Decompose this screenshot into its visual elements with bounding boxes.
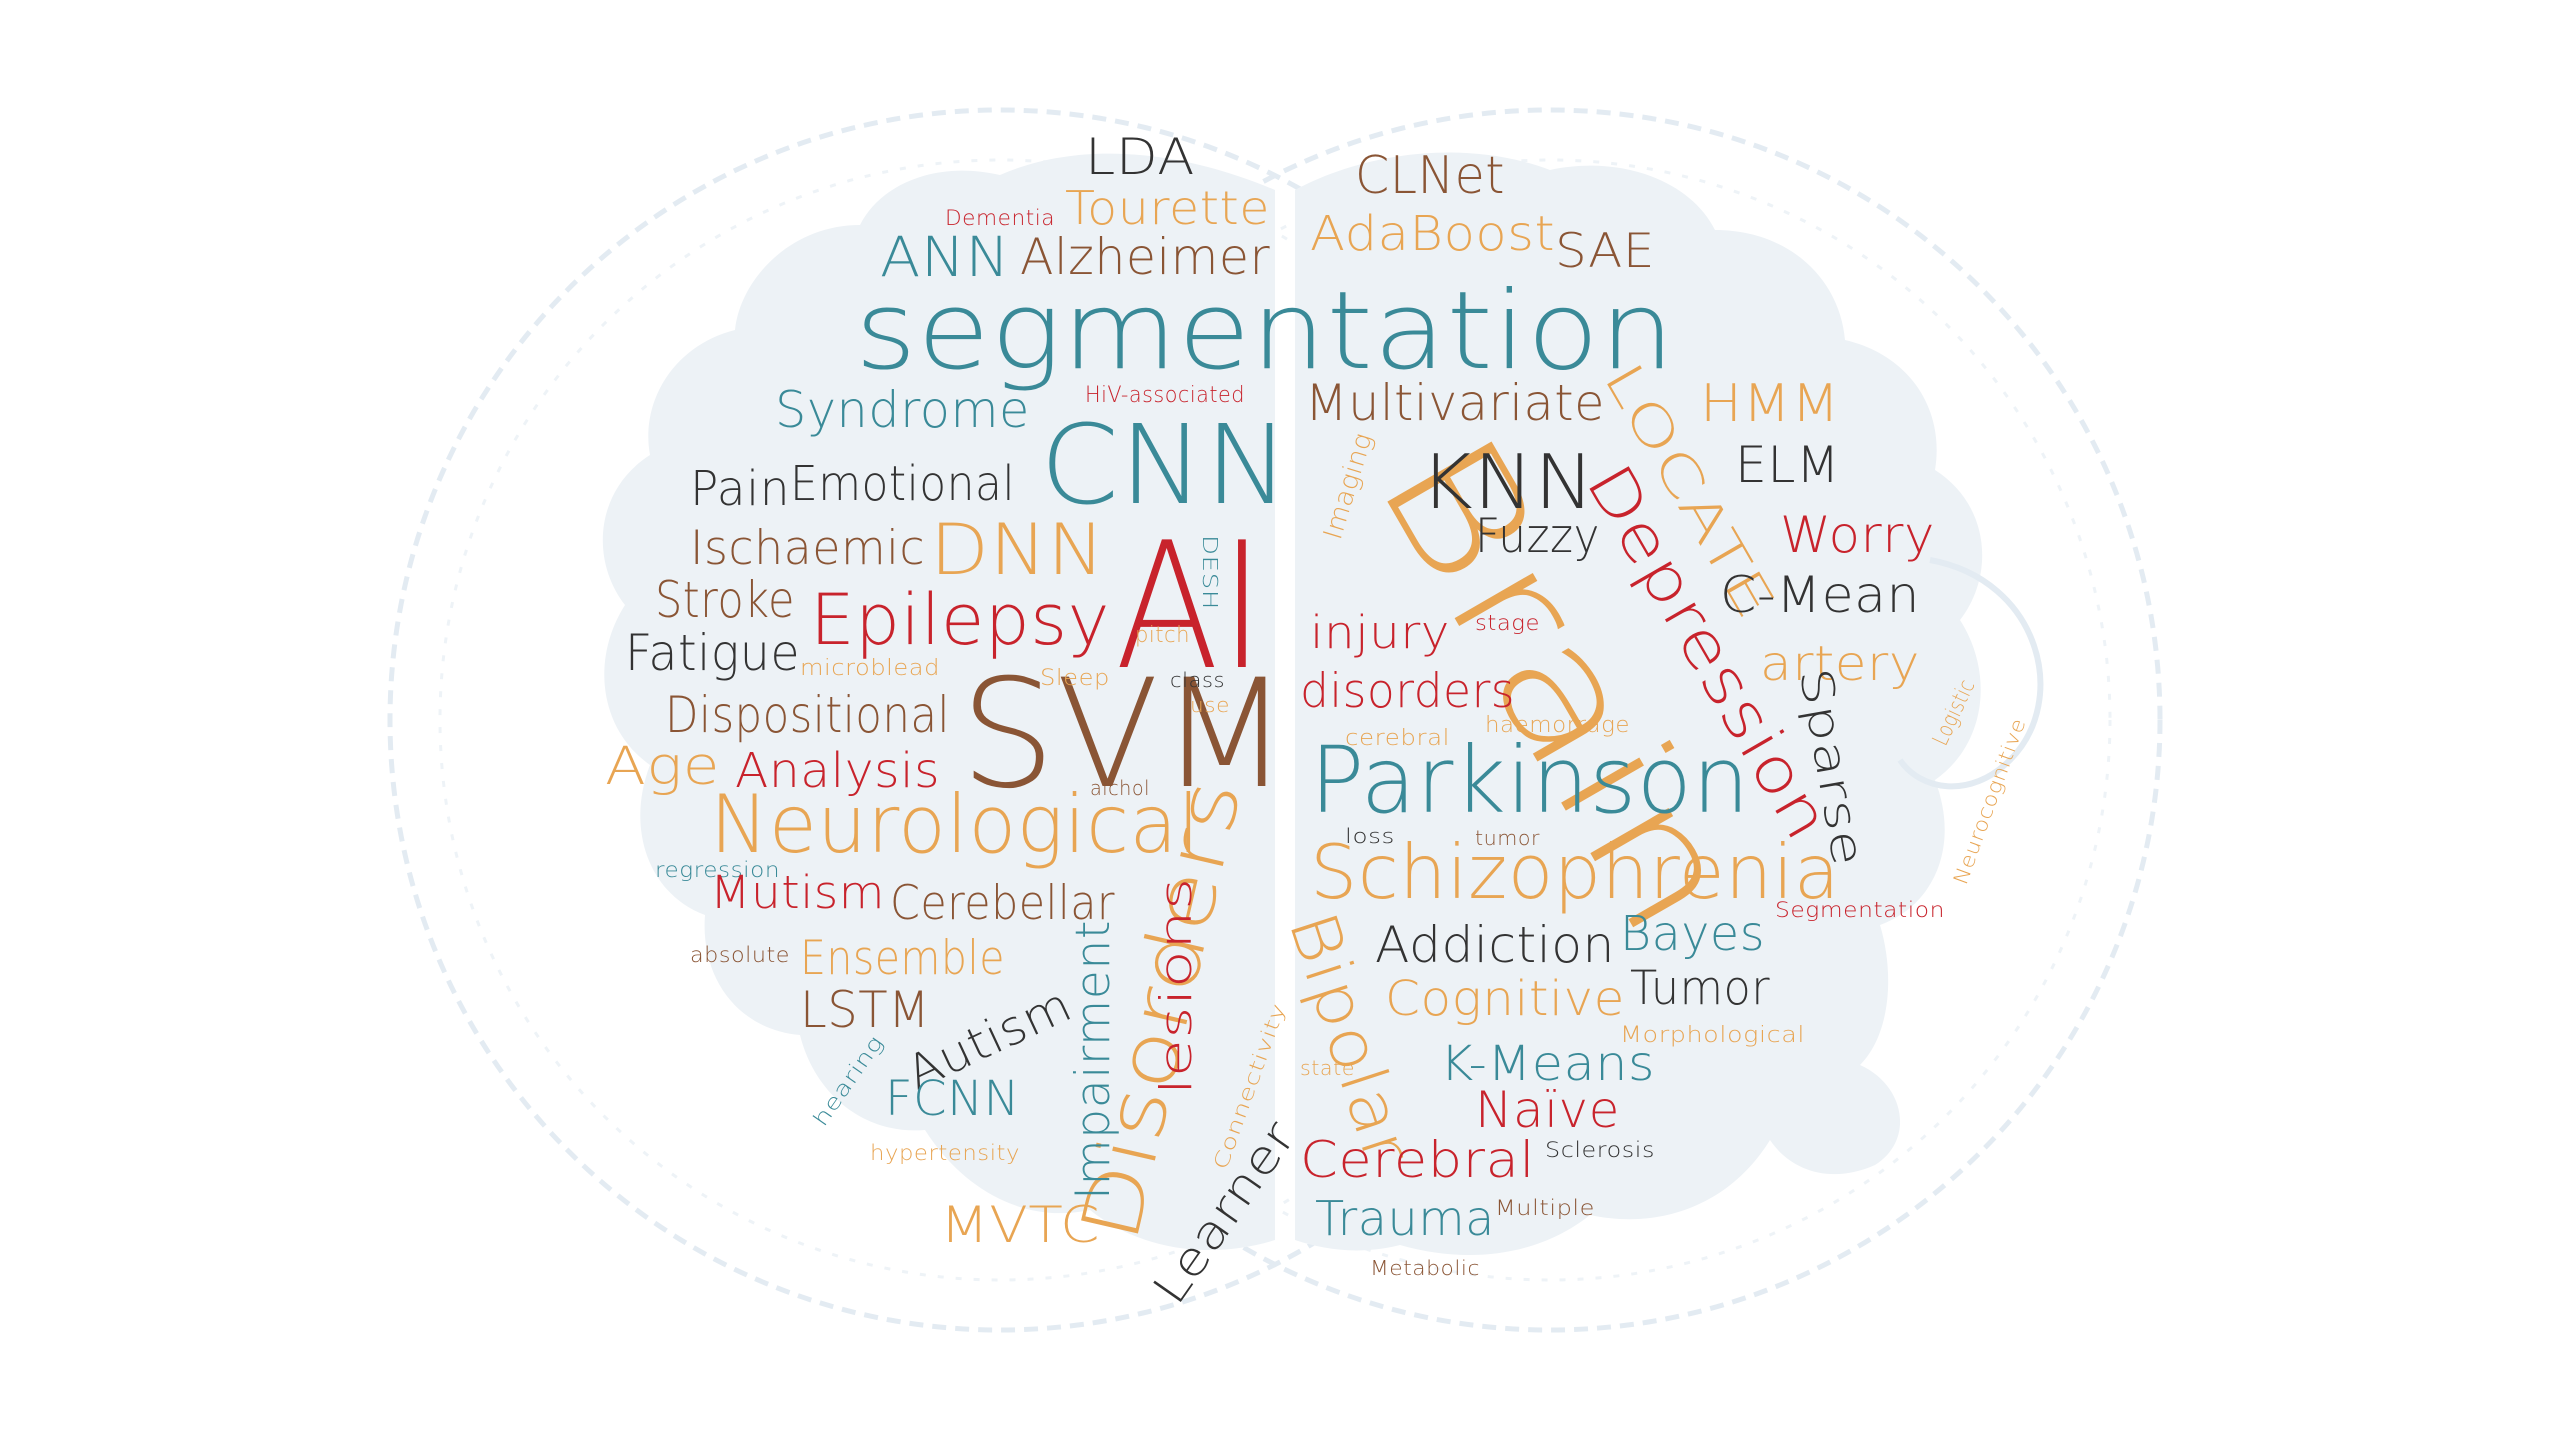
word-artery: artery bbox=[1760, 636, 1920, 692]
word-sleep: Sleep bbox=[1040, 666, 1110, 691]
word-parkinson: Parkinson bbox=[1310, 727, 1750, 834]
word-ensemble: Ensemble bbox=[800, 931, 1005, 986]
word-cnn: CNN bbox=[1040, 401, 1290, 529]
word-trauma: Trauma bbox=[1315, 1191, 1495, 1247]
word-k-means: K-Means bbox=[1440, 1036, 1656, 1092]
word-hmm: HMM bbox=[1700, 374, 1840, 434]
word-lda: LDA bbox=[1085, 128, 1195, 186]
word-segmentation: segmentation bbox=[855, 269, 1676, 394]
word-use: use bbox=[1190, 693, 1231, 717]
word-hypertensity: hypertensity bbox=[870, 1141, 1021, 1165]
word-disorders: disorders bbox=[1300, 664, 1516, 719]
word-tourette: Tourette bbox=[1065, 181, 1271, 235]
word-sae: SAE bbox=[1555, 224, 1655, 279]
word-epilepsy: Epilepsy bbox=[810, 579, 1110, 661]
word-stage: stage bbox=[1475, 611, 1541, 635]
word-haemorrage: haemorrage bbox=[1485, 713, 1631, 738]
word-c-mean: C-Mean bbox=[1720, 566, 1921, 624]
word-alzheimer: Alzheimer bbox=[1020, 228, 1271, 286]
word-lesions: lesions bbox=[1151, 877, 1202, 1095]
word-absolute: absolute bbox=[690, 943, 790, 967]
word-mutism: Mutism bbox=[710, 866, 885, 919]
word-segmentation: Segmentation bbox=[1775, 898, 1945, 922]
word-metabolic: Metabolic bbox=[1370, 1256, 1481, 1280]
word-cognitive: Cognitive bbox=[1385, 971, 1625, 1027]
brain-right-hemisphere bbox=[1295, 152, 1983, 1256]
word-lstm: LSTM bbox=[800, 981, 931, 1039]
word-emotional: Emotional bbox=[790, 456, 1016, 512]
word-multivariate: Multivariate bbox=[1305, 374, 1605, 432]
word-loss: loss bbox=[1345, 824, 1395, 848]
word-clnet: CLNet bbox=[1355, 146, 1505, 206]
word-tumor: tumor bbox=[1475, 826, 1540, 850]
word-pain: Pain bbox=[690, 461, 791, 517]
word-tumor: Tumor bbox=[1630, 961, 1771, 1016]
word-cerebral: cerebral bbox=[1345, 726, 1451, 751]
word-hiv-associated: HiV-associated bbox=[1085, 383, 1245, 408]
word-dnn: DNN bbox=[930, 509, 1106, 591]
word-morphological: Morphological bbox=[1620, 1023, 1806, 1048]
word-class: class bbox=[1170, 668, 1226, 692]
word-elm: ELM bbox=[1735, 436, 1841, 494]
word-ann: ANN bbox=[880, 225, 1011, 289]
word-fatigue: Fatigue bbox=[625, 624, 801, 682]
word-mvtc: MVTC bbox=[940, 1196, 1101, 1254]
word-ai: AI bbox=[1115, 506, 1265, 709]
word-dispositional: Dispositional bbox=[665, 686, 950, 744]
word-knn: KNN bbox=[1420, 438, 1595, 526]
brain-left-hemisphere bbox=[602, 153, 1275, 1251]
word-pitch: pitch bbox=[1135, 623, 1191, 648]
word-bayes: Bayes bbox=[1620, 906, 1765, 962]
word-syndrome: Syndrome bbox=[775, 381, 1030, 439]
word-na-ve: Naïve bbox=[1475, 1081, 1620, 1139]
word-worry: Worry bbox=[1780, 506, 1935, 564]
word-analysis: Analysis bbox=[735, 743, 940, 799]
ring-right-inner bbox=[988, 158, 2112, 1282]
word-svm: SVM bbox=[960, 648, 1291, 822]
word-fcnn: FCNN bbox=[885, 1071, 1020, 1127]
word-alchol: alchol bbox=[1090, 776, 1150, 800]
word-microblead: microblead bbox=[800, 656, 940, 681]
word-schizophrenia: Schizophrenia bbox=[1310, 828, 1841, 916]
word-adaboost: AdaBoost bbox=[1310, 206, 1556, 262]
word-sclerosis: Sclerosis bbox=[1545, 1138, 1655, 1162]
word-dementia: Dementia bbox=[945, 206, 1056, 230]
word-multiple: Multiple bbox=[1495, 1196, 1596, 1220]
word-stroke: Stroke bbox=[655, 571, 795, 629]
word-state: state bbox=[1300, 1056, 1355, 1080]
word-impairment: Impairment bbox=[1066, 920, 1121, 1200]
word-injury: injury bbox=[1310, 606, 1450, 659]
word-fuzzy: Fuzzy bbox=[1475, 509, 1600, 564]
word-desh: DESH bbox=[1198, 535, 1222, 611]
word-cerebral: Cerebral bbox=[1300, 1131, 1535, 1189]
word-age: Age bbox=[605, 736, 721, 797]
word-neurological: Neurological bbox=[710, 778, 1200, 871]
word-addiction: Addiction bbox=[1375, 916, 1615, 974]
brain-stem-swirl bbox=[1897, 557, 2044, 790]
word-ischaemic: Ischaemic bbox=[690, 521, 926, 576]
word-cerebellar: Cerebellar bbox=[890, 876, 1115, 931]
word-regression: regression bbox=[655, 858, 781, 882]
